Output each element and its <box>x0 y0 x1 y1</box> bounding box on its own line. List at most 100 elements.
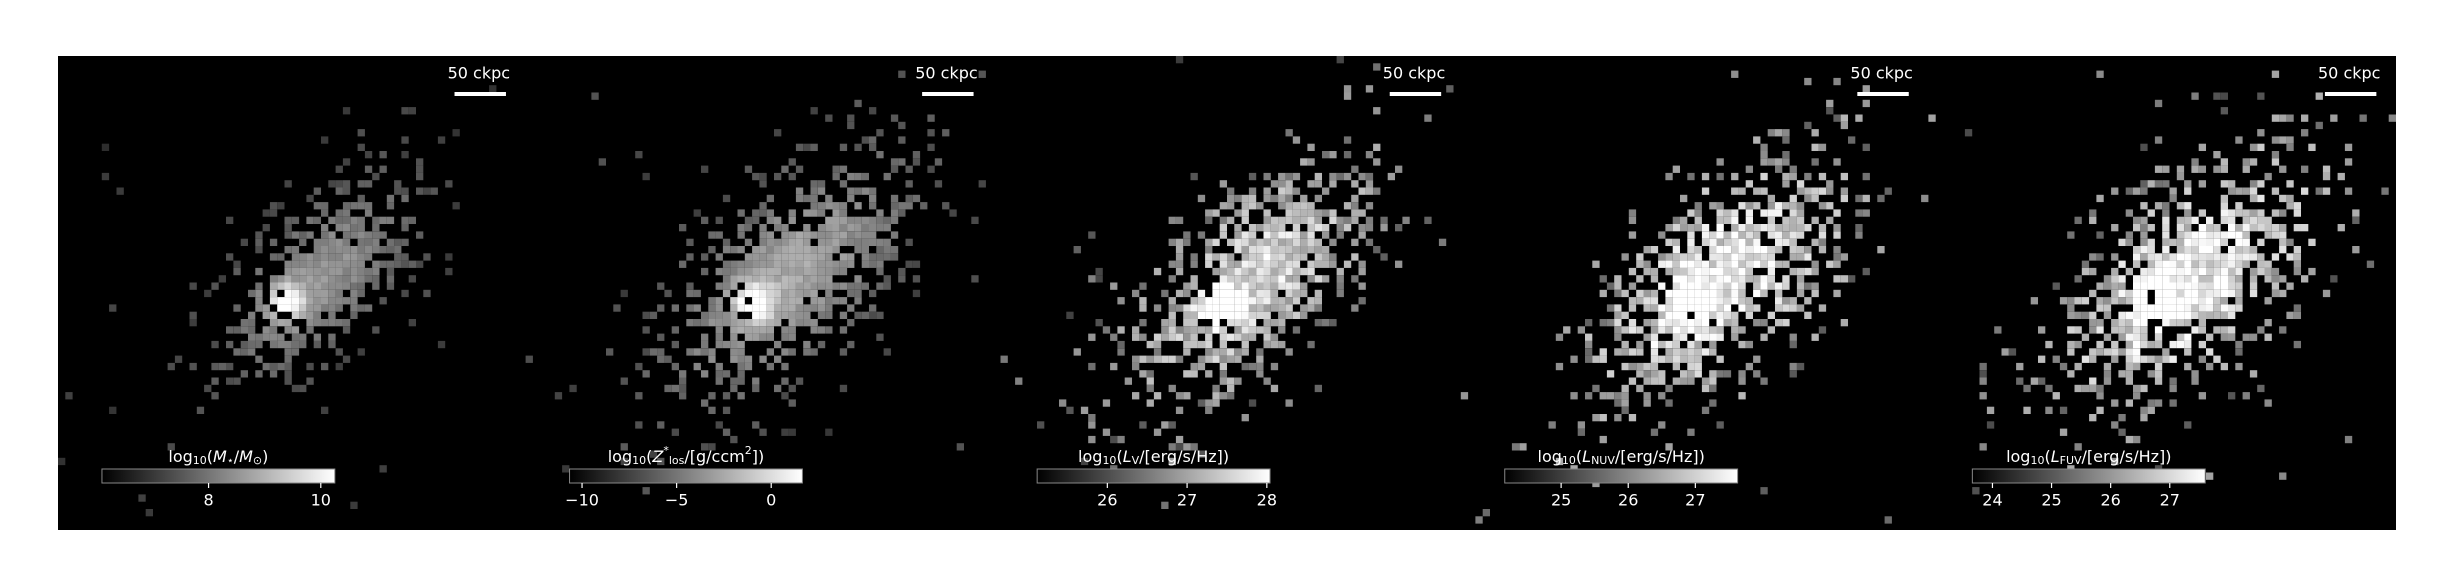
pixel <box>722 340 731 349</box>
pixel <box>1585 392 1593 400</box>
pixel <box>2213 267 2221 276</box>
pixel <box>2242 333 2250 341</box>
pixel <box>2081 297 2090 305</box>
colorbar-tick-label: 10 <box>311 491 331 510</box>
pixel <box>737 297 745 305</box>
pixel <box>1278 216 1286 225</box>
pixel <box>1263 238 1271 247</box>
pixel <box>2184 311 2192 320</box>
pixel <box>817 246 826 254</box>
pixel <box>927 129 935 137</box>
pixel <box>1709 260 1717 268</box>
pixel <box>255 246 263 254</box>
colorbar <box>101 468 336 484</box>
pixel <box>817 275 826 283</box>
colorbar-tick-label: 26 <box>2100 491 2120 510</box>
pixel <box>2169 187 2177 195</box>
pixel <box>971 275 979 283</box>
pixel <box>708 297 716 305</box>
pixel <box>1153 355 1162 363</box>
pixel <box>233 304 241 312</box>
pixel <box>2220 297 2229 305</box>
pixel <box>752 209 760 217</box>
pixel <box>313 253 322 261</box>
pixel <box>1307 246 1315 254</box>
pixel <box>1592 384 1600 393</box>
pixel <box>1767 158 1776 166</box>
pixel <box>825 224 833 232</box>
pixel <box>949 209 957 217</box>
pixel <box>2249 187 2258 195</box>
pixel <box>766 194 775 203</box>
colorbar-tick-label: 8 <box>203 491 213 510</box>
pixel <box>1628 348 1637 356</box>
pixel <box>1073 348 1081 356</box>
pixel <box>2220 267 2229 276</box>
pixel <box>1796 253 1805 261</box>
pixel <box>1212 399 1220 407</box>
pixel <box>1672 355 1681 363</box>
pixel <box>1161 333 1169 341</box>
pixel <box>1826 202 1834 210</box>
pixel <box>1818 202 1827 210</box>
pixel <box>1826 180 1834 188</box>
pixel <box>2096 70 2104 78</box>
pixel <box>2286 282 2294 290</box>
pixel <box>2184 253 2192 261</box>
pixel <box>2344 158 2353 166</box>
pixel <box>752 289 760 298</box>
pixel <box>1672 253 1681 261</box>
pixel <box>1256 297 1264 305</box>
pixel <box>328 275 336 283</box>
pixel <box>1168 421 1176 429</box>
pixel <box>2279 209 2287 217</box>
pixel <box>2154 165 2163 173</box>
pixel <box>240 238 249 247</box>
pixel <box>357 246 365 254</box>
pixel <box>1117 326 1125 334</box>
pixel <box>839 238 848 247</box>
pixel <box>1336 275 1344 283</box>
pixel <box>832 172 840 181</box>
pixel <box>2198 224 2207 232</box>
pixel <box>2344 435 2353 444</box>
pixel <box>1928 114 1936 122</box>
pixel <box>1234 355 1242 363</box>
pixel <box>2154 289 2163 298</box>
pixel <box>1775 202 1783 210</box>
pixel <box>350 297 358 305</box>
pixel <box>328 216 336 225</box>
pixel <box>722 282 731 290</box>
pixel <box>1219 231 1228 239</box>
pixel <box>437 136 446 144</box>
pixel <box>1248 333 1257 341</box>
pixel <box>1175 289 1184 298</box>
pixel <box>1753 282 1761 290</box>
pixel <box>2133 311 2141 320</box>
pixel <box>2140 333 2148 341</box>
pixel <box>1358 231 1366 239</box>
pixel <box>1146 355 1154 363</box>
pixel <box>737 392 745 400</box>
pixel <box>1789 246 1797 254</box>
pixel <box>1804 194 1812 203</box>
pixel <box>1760 253 1768 261</box>
pixel <box>2154 202 2163 210</box>
pixel <box>942 202 950 210</box>
pixel <box>313 202 322 210</box>
pixel <box>774 253 782 261</box>
pixel <box>788 289 796 298</box>
pixel <box>912 151 921 159</box>
pixel <box>803 311 811 320</box>
pixel <box>708 392 716 400</box>
pixel <box>1694 319 1702 327</box>
label-part: ( <box>2044 447 2050 466</box>
pixel <box>299 333 307 341</box>
pixel <box>1212 297 1220 305</box>
label-part: ⊙ <box>253 454 262 467</box>
pixel <box>1738 187 1746 195</box>
pixel <box>2111 421 2119 429</box>
pixel <box>876 129 884 137</box>
pixel <box>2242 224 2250 232</box>
pixel <box>2308 267 2316 276</box>
